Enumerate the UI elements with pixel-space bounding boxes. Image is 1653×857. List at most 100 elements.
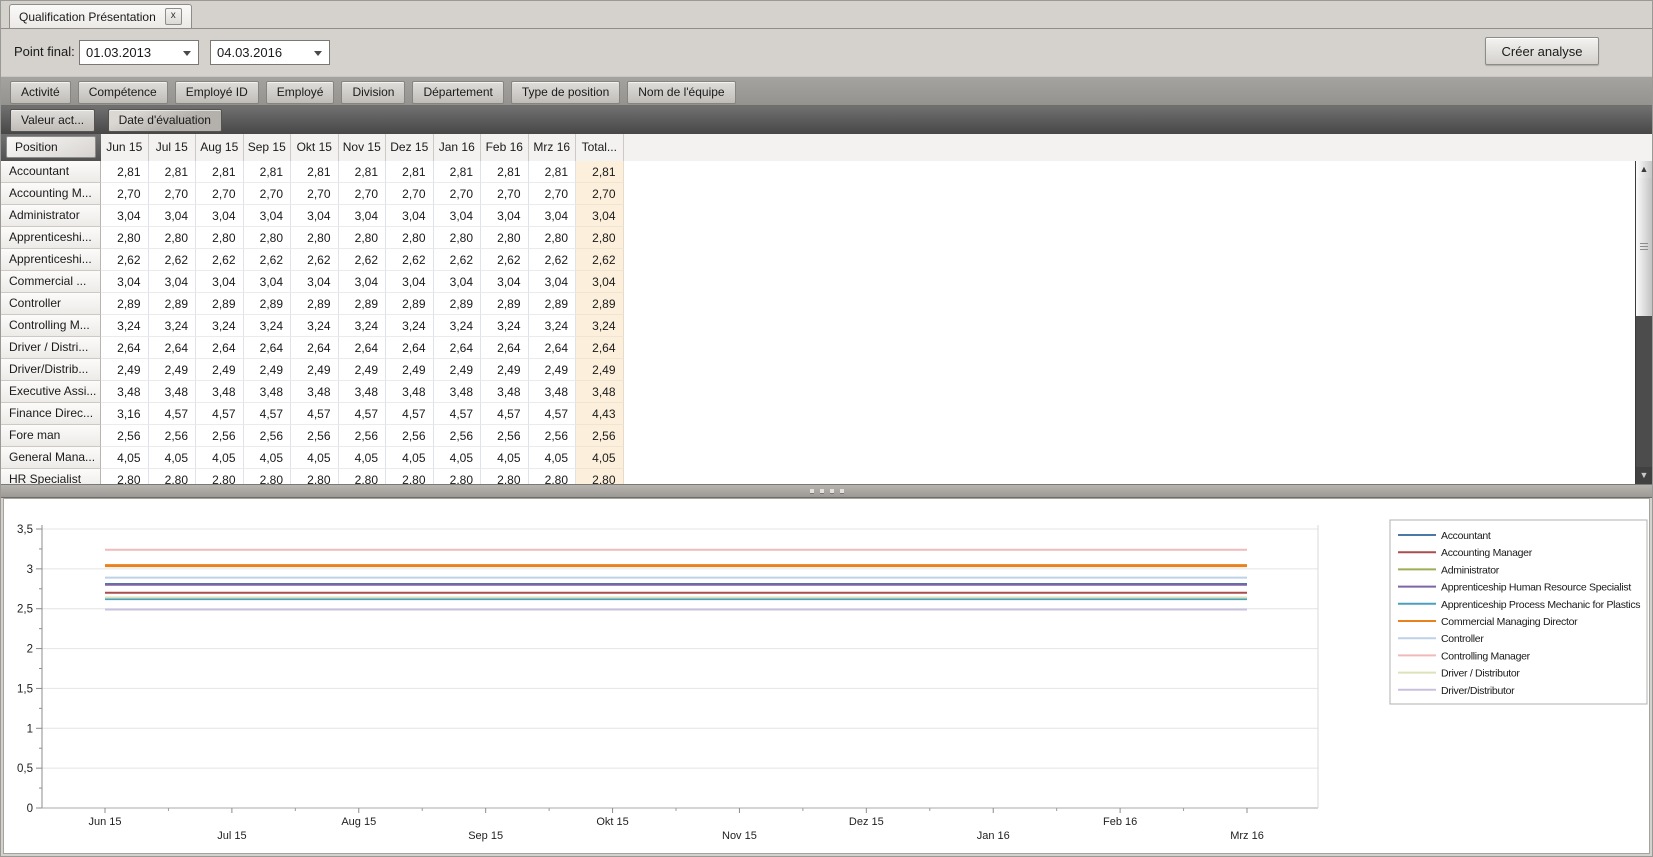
splitter-dot xyxy=(819,489,824,493)
filter-field-competence[interactable]: Compétence xyxy=(77,81,168,104)
value-cell: 3,04 xyxy=(148,205,196,227)
value-cell: 2,64 xyxy=(101,337,149,359)
value-cell: 3,04 xyxy=(433,271,481,293)
total-cell: 2,80 xyxy=(576,227,624,249)
value-cell: 2,89 xyxy=(101,293,149,315)
legend-label-accounting-manager: Accounting Manager xyxy=(1441,547,1533,559)
value-cell: 2,80 xyxy=(481,227,529,249)
value-cell: 2,80 xyxy=(339,469,386,484)
value-cell: 2,81 xyxy=(196,161,244,183)
value-cell: 3,48 xyxy=(196,381,244,403)
field-valeur-actuelle[interactable]: Valeur act... xyxy=(10,109,96,132)
value-cell: 4,05 xyxy=(291,447,339,469)
value-cell: 4,57 xyxy=(338,403,386,425)
value-cell: 4,57 xyxy=(386,403,434,425)
svg-text:Jul 15: Jul 15 xyxy=(217,830,246,842)
column-header-jun-15: Jun 15 xyxy=(101,134,149,161)
splitter-dot xyxy=(839,489,844,493)
tab-close-icon[interactable]: x xyxy=(164,8,182,25)
value-cell: 3,16 xyxy=(101,403,149,425)
row-header: Commercial ... xyxy=(1,271,101,293)
column-header-jan-16: Jan 16 xyxy=(434,134,481,161)
value-cell: 2,81 xyxy=(433,161,481,183)
value-cell: 2,80 xyxy=(243,227,291,249)
value-cell: 2,49 xyxy=(196,359,244,381)
total-cell: 2,89 xyxy=(576,293,624,315)
table-row: Accountant 2,81 2,81 2,81 2,81 2,81 2,81 2,81 2,… xyxy=(1,161,1635,183)
value-cell: 2,80 xyxy=(434,469,481,484)
date-from-select[interactable]: 01.03.2013 xyxy=(79,40,199,65)
value-cell: 2,70 xyxy=(481,183,529,205)
value-cell: 2,89 xyxy=(243,293,291,315)
value-cell: 2,80 xyxy=(386,469,434,484)
value-cell: 2,80 xyxy=(433,227,481,249)
value-cell: 2,89 xyxy=(386,293,434,315)
chevron-down-icon xyxy=(183,51,191,56)
point-final-label: Point final: xyxy=(14,44,75,59)
scroll-up-icon[interactable]: ▲ xyxy=(1636,161,1652,178)
row-header: Accounting M... xyxy=(1,183,101,205)
legend-label-driver-distributor: Driver/Distributor xyxy=(1441,685,1515,697)
value-cell: 4,57 xyxy=(291,403,339,425)
total-cell: 3,24 xyxy=(576,315,624,337)
chart-panel: 0 0,5 1 1,5 2 2,5 3 3,5 Jun 15 Jul 15 Aug 15 Sep 15… xyxy=(3,498,1650,854)
tab-qualification-presentation[interactable]: Qualification Présentation x xyxy=(9,4,192,28)
total-cell: 3,48 xyxy=(576,381,624,403)
date-to-select[interactable]: 04.03.2016 xyxy=(210,40,330,65)
svg-text:Jun 15: Jun 15 xyxy=(88,816,121,828)
splitter-handle[interactable] xyxy=(1,484,1652,498)
total-cell: 2,70 xyxy=(576,183,624,205)
table-row: Driver / Distri... 2,64 2,64 2,64 2,64 2,64 2,… xyxy=(1,337,1635,359)
value-cell: 2,62 xyxy=(433,249,481,271)
value-cell: 2,49 xyxy=(291,359,339,381)
value-cell: 2,49 xyxy=(101,359,149,381)
splitter-dot xyxy=(809,489,814,493)
filter-field-division[interactable]: Division xyxy=(341,81,406,104)
scroll-down-icon[interactable]: ▼ xyxy=(1636,467,1652,484)
column-header-feb-16: Feb 16 xyxy=(481,134,529,161)
filter-field-type-de-position[interactable]: Type de position xyxy=(510,81,621,104)
table-row: Accounting M... 2,70 2,70 2,70 2,70 2,70 2,70 2… xyxy=(1,183,1635,205)
row-header: Driver / Distri... xyxy=(1,337,101,359)
value-cell: 2,81 xyxy=(481,161,529,183)
value-cell: 2,62 xyxy=(481,249,529,271)
legend-label-commercial-managing-director: Commercial Managing Director xyxy=(1441,616,1578,628)
value-cell: 3,04 xyxy=(101,271,149,293)
filter-field-nom-de-l-equipe[interactable]: Nom de l'équipe xyxy=(627,81,736,104)
value-cell: 2,70 xyxy=(338,183,386,205)
legend-label-accountant: Accountant xyxy=(1441,530,1491,542)
vertical-scrollbar[interactable]: ▲ ▼ xyxy=(1635,161,1652,484)
total-cell: 3,04 xyxy=(576,271,624,293)
value-cell: 2,56 xyxy=(528,425,576,447)
total-cell: 2,64 xyxy=(576,337,624,359)
value-cell: 2,81 xyxy=(243,161,291,183)
field-position[interactable]: Position xyxy=(6,136,96,158)
tab-bar: Qualification Présentation x xyxy=(1,1,1652,29)
value-cell: 4,05 xyxy=(338,447,386,469)
value-cell: 3,24 xyxy=(528,315,576,337)
legend-label-driver-distributor: Driver / Distributor xyxy=(1441,668,1520,680)
pivot-corner: Position xyxy=(1,134,101,161)
value-cell: 2,80 xyxy=(386,227,434,249)
svg-text:Feb 16: Feb 16 xyxy=(1103,816,1137,828)
date-from-value: 01.03.2013 xyxy=(86,45,152,60)
value-cell: 2,81 xyxy=(291,161,339,183)
value-cell: 2,49 xyxy=(148,359,196,381)
filter-field-employe[interactable]: Employé xyxy=(265,81,335,104)
svg-text:1: 1 xyxy=(27,723,33,735)
value-cell: 2,89 xyxy=(338,293,386,315)
value-cell: 3,04 xyxy=(101,205,149,227)
value-cell: 2,89 xyxy=(481,293,529,315)
create-analysis-button[interactable]: Créer analyse xyxy=(1485,37,1599,65)
value-cell: 2,62 xyxy=(243,249,291,271)
filter-field-activite[interactable]: Activité xyxy=(10,81,71,104)
value-cell: 2,64 xyxy=(148,337,196,359)
field-date-evaluation[interactable]: Date d'évaluation xyxy=(107,109,222,132)
row-header: HR Specialist xyxy=(1,469,101,484)
value-cell: 2,64 xyxy=(338,337,386,359)
filter-field-employe-id[interactable]: Employé ID xyxy=(174,81,259,104)
scrollbar-thumb[interactable] xyxy=(1636,178,1652,316)
column-header-aug-15: Aug 15 xyxy=(196,134,244,161)
value-cell: 3,24 xyxy=(196,315,244,337)
filter-field-departement[interactable]: Département xyxy=(412,81,504,104)
